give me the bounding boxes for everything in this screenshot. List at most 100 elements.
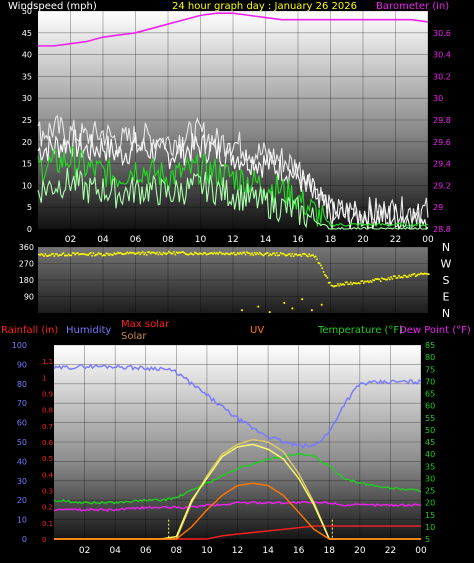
temperature-y-tick: 70: [425, 377, 435, 386]
temperature-y-tick: 20: [425, 499, 435, 508]
direction-point: [262, 254, 265, 257]
direction-point: [217, 253, 219, 255]
direction-point: [121, 253, 123, 255]
direction-point: [64, 254, 66, 257]
direction-point: [396, 277, 399, 279]
wind-x-tick: 04: [97, 235, 109, 245]
direction-point: [200, 253, 203, 255]
direction-point: [75, 252, 78, 255]
direction-point: [348, 283, 351, 285]
direction-point: [78, 253, 80, 256]
wind-x-tick: 00: [422, 235, 434, 245]
direction-point: [355, 282, 357, 285]
direction-point: [268, 254, 270, 257]
direction-point: [243, 251, 245, 254]
direction-point: [91, 254, 93, 257]
direction-point: [212, 253, 214, 255]
barometer-axis-label: Barometer (in): [376, 1, 449, 12]
temperature-y-tick: 40: [425, 450, 435, 459]
direction-point: [184, 253, 187, 255]
barometer-y-tick: 30.6: [433, 29, 451, 38]
direction-point: [415, 275, 417, 277]
direction-point: [311, 254, 313, 257]
direction-point: [153, 252, 156, 254]
wind-x-tick: 18: [325, 235, 337, 245]
direction-point: [305, 254, 308, 257]
direction-point: [223, 253, 226, 256]
direction-point: [318, 262, 321, 265]
direction-point: [225, 252, 227, 255]
direction-point: [127, 252, 130, 255]
legend-temperature: Temperature (°F): [317, 325, 403, 336]
direction-point: [264, 253, 266, 255]
direction-point: [325, 275, 327, 277]
direction-point: [405, 276, 408, 278]
direction-grid: [38, 246, 429, 313]
direction-point: [58, 254, 61, 256]
temperature-y-tick: 55: [425, 414, 435, 423]
direction-point: [139, 253, 141, 256]
climate-x-tick: 20: [354, 546, 366, 556]
direction-point: [195, 252, 197, 254]
direction-point: [252, 254, 255, 256]
wind-x-tick: 22: [390, 235, 401, 245]
direction-point: [77, 252, 79, 254]
direction-point: [368, 281, 370, 284]
climate-x-tick: 16: [293, 546, 305, 556]
barometer-y-tick: 29.6: [433, 138, 451, 147]
rainfall-y-tick: 0: [42, 536, 46, 544]
wind-panel-bg: [38, 11, 428, 229]
direction-point: [134, 253, 136, 255]
direction-point: [132, 252, 135, 254]
direction-point: [190, 252, 192, 254]
humidity-y-tick: 60: [17, 419, 27, 428]
direction-point: [392, 275, 395, 277]
humidity-y-tick: 0: [22, 535, 27, 544]
wind-y-tick: 25: [22, 116, 32, 125]
rainfall-y-tick: 0.7: [42, 423, 53, 431]
barometer-y-tick: 30.2: [433, 72, 451, 81]
direction-point: [142, 251, 144, 253]
direction-point: [88, 252, 91, 255]
humidity-y-tick: 30: [17, 477, 27, 486]
direction-point: [44, 253, 47, 255]
direction-point: [398, 275, 400, 277]
humidity-y-tick: 20: [17, 496, 27, 505]
legend-dew-point: Dew Point (°F): [399, 325, 471, 336]
direction-point: [186, 253, 188, 256]
direction-point: [346, 281, 348, 283]
direction-point: [344, 281, 347, 284]
direction-point: [208, 252, 210, 255]
compass-label: E: [443, 291, 450, 304]
temperature-y-tick: 15: [425, 511, 435, 520]
direction-point: [157, 253, 160, 256]
direction-point: [327, 282, 330, 284]
direction-point: [173, 251, 175, 253]
direction-point: [326, 276, 329, 279]
direction-point: [369, 280, 372, 282]
direction-point: [416, 274, 418, 277]
direction-point: [129, 251, 131, 254]
direction-y-tick: 360: [19, 243, 34, 252]
rainfall-y-tick: 0.5: [42, 455, 53, 463]
direction-point: [145, 254, 148, 256]
direction-point: [155, 253, 157, 255]
rainfall-y-tick: 0.4: [42, 471, 54, 479]
direction-point: [118, 252, 121, 254]
temperature-y-tick: 80: [425, 353, 435, 362]
direction-point: [320, 303, 323, 306]
climate-x-tick: 22: [385, 546, 396, 556]
direction-point: [234, 253, 236, 256]
direction-point: [52, 252, 54, 255]
direction-point: [164, 252, 166, 255]
rainfall-y-ticks: 0 0.1 0.2 0.3 0.4 0.5 0.6 0.7 0.8 0.9 1 1.1: [42, 358, 54, 544]
climate-x-tick: 06: [140, 546, 152, 556]
barometer-y-tick: 29.2: [433, 181, 451, 190]
direction-point: [171, 252, 174, 255]
direction-point: [161, 253, 164, 256]
direction-point: [105, 252, 108, 255]
climate-x-tick: 02: [79, 546, 90, 556]
wind-x-tick: 16: [292, 235, 304, 245]
direction-point: [350, 281, 352, 284]
